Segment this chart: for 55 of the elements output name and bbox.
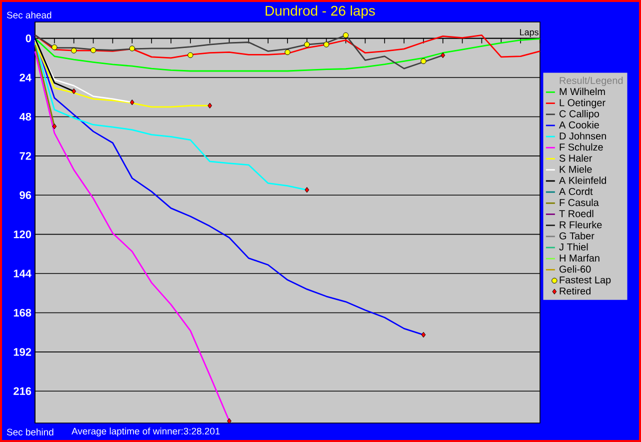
legend-label: K Miele <box>560 166 592 173</box>
legend-label: Geli-60 <box>560 265 591 273</box>
text: Average laptime of winner:3:28.201 <box>72 428 220 436</box>
legend-label: Retired <box>560 287 591 295</box>
legend-label: T Roedl <box>559 210 594 218</box>
legend-label: C Callipo <box>560 110 600 120</box>
legend-label: A Cordt <box>559 188 593 196</box>
point <box>324 42 330 48</box>
point <box>129 46 135 52</box>
point <box>208 102 212 108</box>
y-tick-label: 144 <box>14 270 32 278</box>
legend-label: F Schulze <box>560 143 603 151</box>
point <box>421 332 426 338</box>
legend-label: G Taber <box>560 232 594 240</box>
y-tick-label: 72 <box>20 152 32 160</box>
text: Sec ahead <box>6 12 52 18</box>
point <box>71 48 77 54</box>
point <box>284 49 290 56</box>
legend-label: M Wilhelm <box>560 88 605 96</box>
legend-label: J Thiel <box>559 243 588 250</box>
y-tick-label: 168 <box>14 308 32 317</box>
y-tick-label: 96 <box>20 191 32 200</box>
x-axis-title: Laps <box>520 29 538 38</box>
point <box>420 58 426 64</box>
point <box>342 32 349 38</box>
text: Sec behind <box>6 428 54 436</box>
point <box>440 52 446 58</box>
y-tick-label: 24 <box>20 74 32 82</box>
line-series <box>34 42 308 191</box>
point <box>227 418 232 424</box>
point <box>304 187 310 193</box>
chart-title: Dundrod - 26 laps <box>266 5 375 18</box>
y-tick-label: 192 <box>14 348 32 356</box>
legend-label: R Fleurke <box>560 220 602 228</box>
legend-label: F Casula <box>560 198 599 206</box>
legend-title: Result/Legend <box>560 76 623 86</box>
legend-label: D Johnsen <box>560 132 606 140</box>
y-tick-label: 0 <box>26 34 32 42</box>
point <box>304 42 310 48</box>
legend-label: L Oetinger <box>560 98 606 108</box>
point <box>52 44 58 50</box>
y-tick-label: 120 <box>14 230 32 238</box>
point <box>130 100 134 106</box>
legend-label: A Kleinfeld <box>559 176 606 184</box>
y-tick-label: 216 <box>14 387 32 396</box>
point <box>188 52 194 58</box>
point <box>72 88 76 94</box>
line-series <box>34 40 211 108</box>
legend-label: H Marfan <box>560 254 600 262</box>
point <box>52 124 57 130</box>
legend-label: S Haler <box>559 154 592 162</box>
legend-label: Fastest Lap <box>560 276 611 286</box>
y-tick-label: 48 <box>19 112 32 121</box>
point <box>90 47 96 54</box>
legend-label: A Cookie <box>559 121 599 128</box>
